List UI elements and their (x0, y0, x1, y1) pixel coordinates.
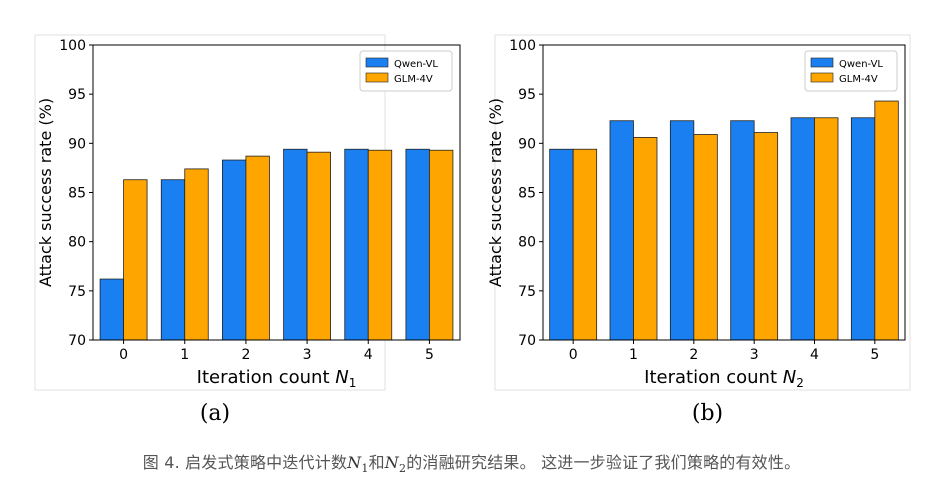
x-axis-label: Iteration count N1 (197, 367, 357, 390)
y-axis-label: Attack success rate (%) (36, 98, 55, 287)
panel-label: (b) (692, 401, 723, 426)
plot-area (92, 44, 461, 341)
x-tick-label: 0 (569, 347, 578, 363)
bar-glm-4v (429, 149, 454, 341)
x-axis-label: Iteration count N2 (644, 367, 804, 390)
bar-qwen-vl (283, 148, 308, 341)
caption-conjunction: 和 (368, 453, 385, 472)
legend-label: Qwen-VL (839, 59, 883, 70)
panel-label: (a) (200, 401, 230, 426)
y-tick-label: 95 (518, 87, 536, 103)
y-tick-label: 85 (68, 186, 86, 202)
legend-swatch (365, 72, 389, 83)
y-tick-label: 75 (518, 284, 536, 300)
x-tick-label: 3 (750, 347, 759, 363)
legend-box (804, 50, 898, 92)
legend-swatch (810, 72, 834, 83)
bar-glm-4v (572, 148, 598, 341)
y-tick-label: 70 (518, 333, 536, 349)
bar-glm-4v (306, 151, 331, 341)
caption-symbol-n1: N1 (347, 453, 369, 476)
y-tick-label: 95 (68, 87, 86, 103)
bar-qwen-vl (850, 117, 876, 341)
bar-glm-4v (693, 134, 718, 341)
figure-caption: 图 4. 启发式策略中迭代计数N1和N2的消融研究结果。 这进一步验证了我们策略… (0, 449, 943, 475)
y-tick-label: 80 (518, 235, 536, 251)
legend-swatch (810, 57, 834, 68)
legend-box (359, 50, 453, 92)
x-tick-label: 1 (629, 347, 638, 363)
bar-qwen-vl (790, 117, 815, 341)
y-axis-label: Attack success rate (%) (486, 98, 505, 287)
bar-qwen-vl (344, 148, 369, 341)
bar-glm-4v (633, 137, 658, 341)
y-tick-label: 90 (518, 136, 536, 152)
bar-qwen-vl (730, 120, 755, 341)
figure: 0 1 2 3 4 5 70 75 80 85 90 95 100 Attack success rate… (34, 34, 911, 426)
bar-glm-4v (245, 155, 270, 341)
bar-glm-4v (814, 117, 839, 341)
bar-qwen-vl (99, 278, 124, 341)
bar-qwen-vl (609, 120, 634, 341)
caption-symbol-n2: N2 (384, 453, 407, 476)
y-tick-label: 85 (518, 186, 536, 202)
y-tick-label: 70 (68, 333, 86, 349)
panel-b: 0 1 2 3 4 5 70 75 80 85 90 95 100 Attack success rate… (486, 34, 911, 426)
x-tick-label: 0 (119, 347, 128, 363)
x-tick-label: 1 (180, 347, 189, 363)
x-tick-label: 4 (810, 347, 819, 363)
y-tick-label: 75 (68, 284, 86, 300)
bar-qwen-vl (160, 179, 186, 341)
bar-glm-4v (123, 179, 148, 341)
legend-swatch (365, 57, 389, 68)
y-tick-label: 90 (68, 136, 86, 152)
bar-glm-4v (367, 149, 393, 341)
y-tick-label: 100 (59, 38, 86, 54)
bar-qwen-vl (405, 148, 430, 341)
x-tick-label: 4 (364, 347, 373, 363)
caption-prefix: 图 4. 启发式策略中迭代计数 (142, 453, 348, 472)
x-tick-label: 3 (303, 347, 312, 363)
x-tick-label: 2 (241, 347, 250, 363)
legend-label: GLM-4V (839, 74, 878, 85)
x-tick-label: 5 (425, 347, 434, 363)
bar-glm-4v (184, 168, 209, 341)
legend-label: Qwen-VL (394, 59, 438, 70)
x-tick-label: 5 (870, 347, 879, 363)
caption-suffix: 的消融研究结果。 这进一步验证了我们策略的有效性。 (406, 453, 801, 472)
legend-label: GLM-4V (394, 74, 433, 85)
plot-area (542, 44, 906, 341)
bar-glm-4v (874, 100, 899, 341)
figure-frame (34, 34, 386, 391)
y-tick-label: 100 (509, 38, 536, 54)
figure-frame (494, 34, 911, 391)
panel-a: 0 1 2 3 4 5 70 75 80 85 90 95 100 Attack success rate… (34, 34, 461, 426)
bar-glm-4v (753, 132, 779, 341)
y-tick-label: 80 (68, 235, 86, 251)
bar-qwen-vl (222, 159, 247, 341)
bar-qwen-vl (549, 148, 574, 341)
bar-qwen-vl (669, 120, 695, 341)
x-tick-label: 2 (689, 347, 698, 363)
